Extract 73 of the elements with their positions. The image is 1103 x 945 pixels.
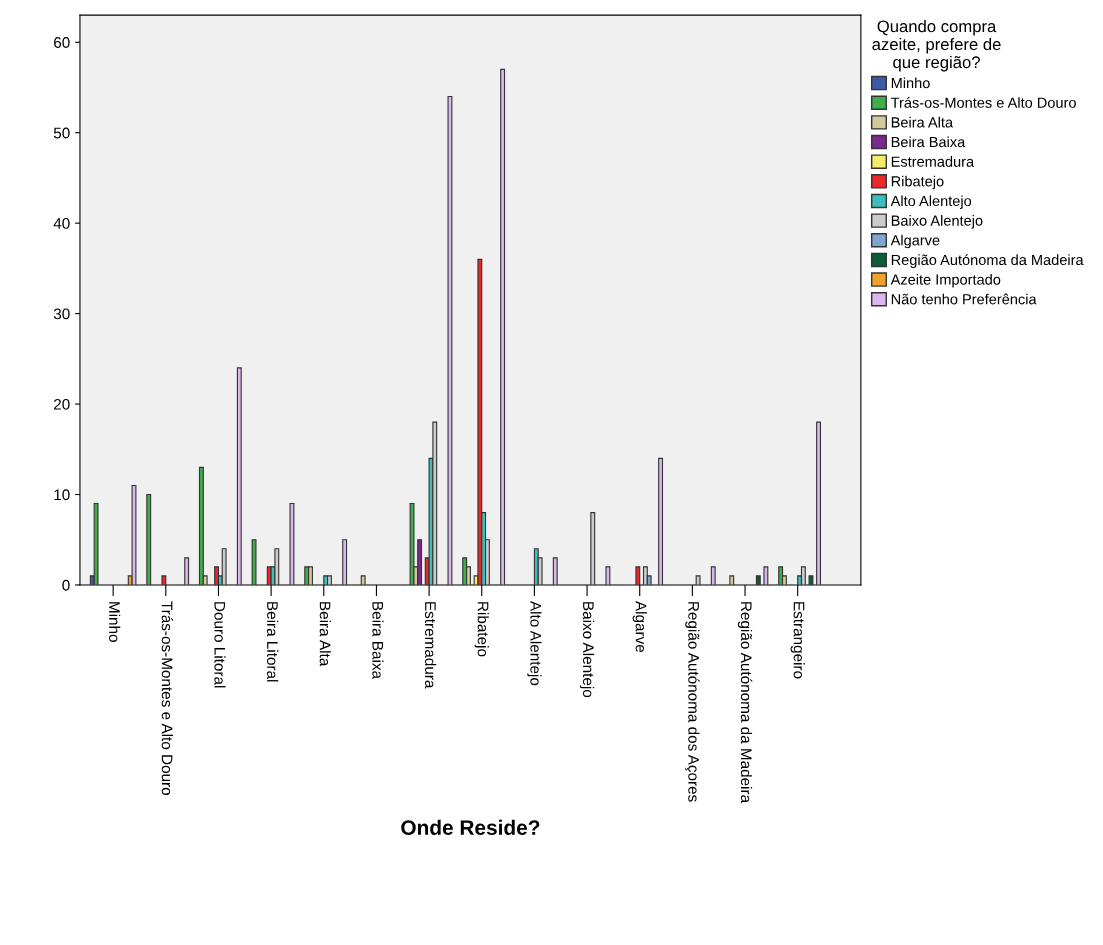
x-tick-label: Minho — [109, 602, 121, 642]
bar — [729, 575, 735, 585]
bar — [763, 566, 769, 585]
legend-label: Estremadura — [891, 156, 975, 167]
x-tick-label: Baixo Alentejo — [579, 602, 595, 698]
bar — [552, 557, 558, 585]
legend-label: Beira Baixa — [891, 136, 966, 148]
y-tick-label: 20 — [54, 398, 70, 410]
x-axis-title: Onde Reside? — [401, 819, 540, 836]
x-tick-label: Alto Alentejo — [527, 600, 542, 686]
legend-label: Região Autónoma da Madeira — [891, 254, 1084, 268]
x-tick-label: Trás-os-Montes e Alto Douro — [161, 601, 174, 796]
bar — [778, 566, 784, 585]
bar — [289, 502, 295, 585]
y-tick-label: 50 — [53, 127, 70, 139]
bar — [198, 466, 204, 585]
legend-label: Baixo Alentejo — [891, 215, 983, 229]
x-tick-label: Beira Litoral — [267, 602, 279, 682]
bar — [146, 493, 152, 585]
bar — [605, 566, 611, 585]
bar — [695, 575, 701, 585]
legend-label: Ribatejo — [891, 175, 944, 190]
bar — [131, 484, 137, 585]
bar — [590, 512, 596, 585]
bar — [816, 421, 822, 585]
y-tick-label: 0 — [62, 579, 70, 591]
legend-label: Azeite Importado — [890, 274, 1001, 288]
bar — [500, 68, 506, 585]
bar — [161, 575, 167, 585]
bar — [342, 539, 348, 585]
bar — [477, 258, 483, 585]
bar — [808, 575, 814, 585]
x-tick-label: Região Autónoma dos Açores — [685, 602, 700, 802]
bar — [327, 575, 332, 585]
y-tick-label: 40 — [53, 218, 70, 229]
bar — [755, 575, 761, 585]
x-tick-label: Estrangeiro — [790, 602, 805, 679]
legend-label: Beira Alta — [891, 116, 954, 128]
bar — [251, 539, 257, 585]
bar — [658, 457, 664, 585]
legend-title: Quando compra azeite, prefere de que região? — [872, 20, 1001, 72]
bar — [236, 367, 242, 585]
bar — [184, 557, 190, 585]
bar — [274, 548, 280, 585]
x-tick-label: Beira Alta — [319, 602, 331, 667]
bar — [221, 548, 227, 585]
x-tick-label: Região Autónoma da Madeira — [737, 602, 753, 804]
bar — [93, 502, 99, 585]
x-tick-label: Douro Litoral — [214, 602, 226, 688]
x-tick-label: Ribatejo — [474, 602, 489, 657]
bar — [462, 557, 468, 585]
bar — [417, 539, 423, 585]
legend-label: Alto Alentejo — [890, 195, 972, 210]
bar — [214, 566, 220, 585]
y-tick-label: 10 — [54, 489, 70, 501]
y-tick-label: 30 — [53, 308, 70, 320]
bar — [432, 421, 438, 585]
x-tick-label: Beira Baixa — [372, 602, 384, 680]
x-tick-label: Algarve — [632, 600, 647, 653]
bar — [635, 566, 641, 585]
y-tick-label: 60 — [54, 37, 70, 48]
bar — [642, 566, 648, 585]
legend-label: Minho — [891, 77, 930, 89]
x-tick-label: Estremadura — [424, 602, 437, 689]
legend-label: Algarve — [890, 234, 940, 249]
bar — [710, 566, 716, 585]
legend-label: Não tenho Preferência — [891, 293, 1037, 305]
bar — [308, 566, 313, 585]
legend-label: Trás-os-Montes e Alto Douro — [890, 96, 1076, 108]
bar — [360, 575, 366, 585]
bar — [409, 502, 415, 585]
bar — [800, 566, 806, 585]
bar — [447, 95, 453, 585]
